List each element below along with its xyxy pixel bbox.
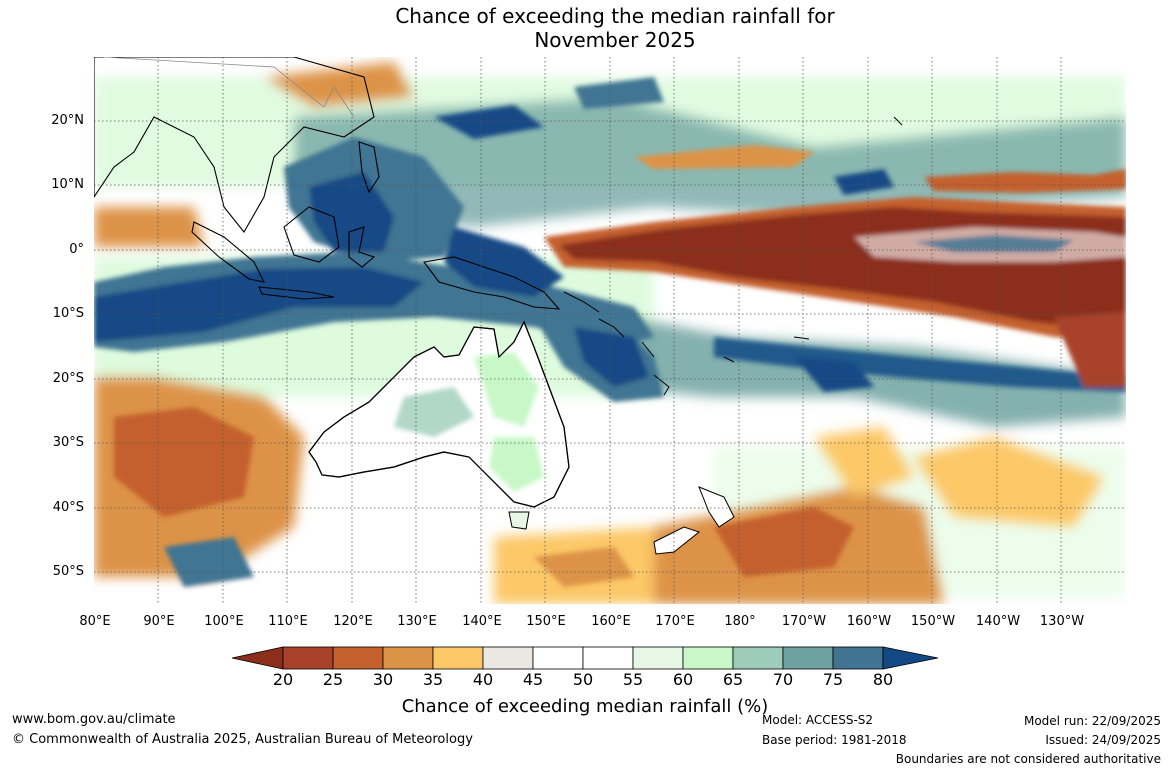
colorbar-tick-75: 75 [822, 670, 844, 689]
lat-label-10s: 10°S [52, 306, 84, 321]
map-title-line2: November 2025 [534, 28, 696, 52]
rainfall-map [94, 57, 1126, 604]
lat-label-20s: 20°S [52, 371, 84, 386]
colorbar-bin-20-25 [282, 646, 334, 670]
colorbar-tick-60: 60 [672, 670, 694, 689]
colorbar-title: Chance of exceeding median rainfall (%) [401, 696, 769, 717]
rainfall-map-svg [94, 57, 1126, 604]
lon-label-150w: 150°W [910, 614, 956, 629]
colorbar-bin-40-45 [482, 646, 534, 670]
colorbar-tick-50: 50 [572, 670, 594, 689]
lat-label-20n: 20°N [51, 113, 84, 128]
colorbar-bin-70-75 [782, 646, 834, 670]
colorbar-cap-low [232, 646, 284, 670]
colorbar-tick-25: 25 [322, 670, 344, 689]
core-shading [94, 77, 1126, 587]
lon-label-160e: 160°E [591, 614, 631, 629]
colorbar-tick-55: 55 [622, 670, 644, 689]
new-guinea [423, 256, 561, 310]
tasmania [508, 511, 530, 530]
graticule [94, 57, 1126, 604]
model-name: Model: ACCESS-S2 [762, 713, 874, 727]
asia-mainland [94, 57, 375, 233]
lat-label-10n: 10°N [51, 177, 84, 192]
colorbar [232, 646, 939, 670]
lon-label-180: 180° [724, 614, 756, 629]
lon-label-170w: 170°W [781, 614, 827, 629]
lon-label-110e: 110°E [268, 614, 308, 629]
lon-label-150e: 150°E [526, 614, 566, 629]
colorbar-tick-35: 35 [422, 670, 444, 689]
asia-borders [103, 57, 355, 118]
colorbar-tick-30: 30 [372, 670, 394, 689]
philippines [358, 141, 380, 194]
colorbar-tick-40: 40 [472, 670, 494, 689]
sumatra [191, 221, 265, 283]
lon-label-130e: 130°E [397, 614, 437, 629]
model-run-date: Model run: 22/09/2025 [1023, 714, 1161, 728]
base-period: Base period: 1981-2018 [762, 733, 907, 747]
map-title: Chance of exceeding the median rainfall … [0, 4, 1173, 52]
colorbar-cap-high [882, 646, 939, 670]
lon-label-90e: 90°E [143, 614, 175, 629]
lon-label-120e: 120°E [333, 614, 373, 629]
colorbar-bin-35-40 [432, 646, 484, 670]
colorbar-tick-80: 80 [872, 670, 894, 689]
lon-label-160w: 160°W [846, 614, 892, 629]
lon-label-80e: 80°E [79, 614, 111, 629]
lat-label-50s: 50°S [52, 564, 84, 579]
new-zealand-south [653, 526, 701, 555]
map-title-line1: Chance of exceeding the median rainfall … [395, 4, 835, 28]
colorbar-bin-25-30 [332, 646, 384, 670]
lat-label-equator: 0° [69, 242, 84, 257]
colorbar-tick-45: 45 [522, 670, 544, 689]
borneo [283, 206, 340, 263]
website-link[interactable]: www.bom.gov.au/climate [12, 712, 176, 727]
boundaries-disclaimer: Boundaries are not considered authoritat… [895, 752, 1161, 766]
colorbar-bin-30-35 [382, 646, 434, 670]
colorbar-bin-60-65 [682, 646, 734, 670]
colorbar-tick-65: 65 [722, 670, 744, 689]
colorbar-bin-45-50 [532, 646, 584, 670]
colorbar-bin-65-70 [732, 646, 784, 670]
copyright-text: © Commonwealth of Australia 2025, Austra… [12, 732, 473, 747]
colorbar-tick-20: 20 [272, 670, 294, 689]
lon-label-140w: 140°W [975, 614, 1021, 629]
colorbar-bin-75-80 [832, 646, 884, 670]
java [258, 286, 335, 300]
sulawesi [348, 226, 376, 268]
colorbar-bin-55-60 [632, 646, 684, 670]
australia-shading [394, 352, 544, 492]
lat-label-40s: 40°S [52, 500, 84, 515]
issued-date: Issued: 24/09/2025 [1045, 733, 1161, 747]
lon-label-170e: 170°E [655, 614, 695, 629]
lon-label-130w: 130°W [1039, 614, 1085, 629]
lat-label-30s: 30°S [52, 435, 84, 450]
colorbar-tick-70: 70 [772, 670, 794, 689]
australia-coastline [308, 320, 570, 508]
lon-label-100e: 100°E [204, 614, 244, 629]
lon-label-140e: 140°E [462, 614, 502, 629]
colorbar-bin-50-55 [582, 646, 634, 670]
